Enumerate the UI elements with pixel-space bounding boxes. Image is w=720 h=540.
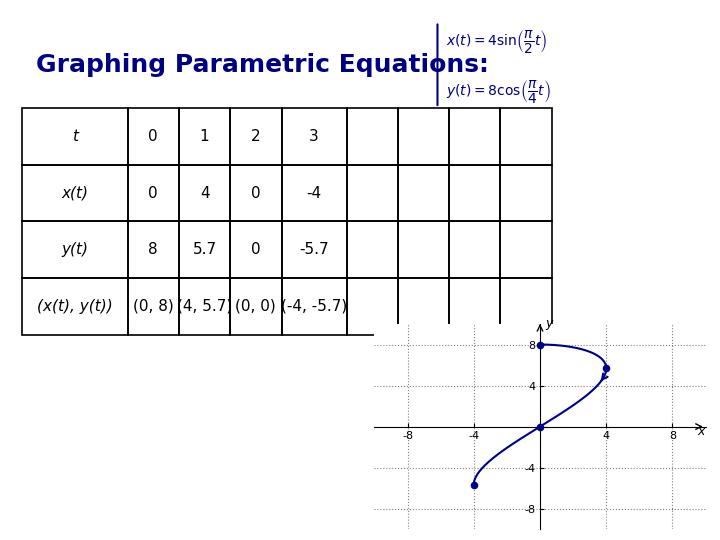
Bar bbox=[500, 221, 552, 278]
Text: $x(t) = 4\sin\!\left(\dfrac{\pi}{2}t\right)$: $x(t) = 4\sin\!\left(\dfrac{\pi}{2}t\rig… bbox=[446, 28, 547, 55]
Bar bbox=[397, 278, 449, 335]
Bar bbox=[397, 165, 449, 221]
Text: (-4, -5.7): (-4, -5.7) bbox=[281, 299, 347, 314]
Text: 0: 0 bbox=[251, 186, 261, 200]
Text: (0, 0): (0, 0) bbox=[235, 299, 276, 314]
Bar bbox=[449, 165, 500, 221]
Bar bbox=[179, 165, 230, 221]
Text: x(t): x(t) bbox=[61, 186, 88, 200]
Bar bbox=[346, 108, 397, 165]
Text: 0: 0 bbox=[148, 129, 158, 144]
Point bbox=[600, 364, 612, 373]
Text: -5.7: -5.7 bbox=[300, 242, 329, 257]
Bar bbox=[449, 108, 500, 165]
Bar bbox=[22, 108, 127, 165]
Bar bbox=[179, 108, 230, 165]
Text: 0: 0 bbox=[148, 186, 158, 200]
Bar bbox=[346, 221, 397, 278]
Bar bbox=[127, 108, 179, 165]
Bar bbox=[230, 165, 282, 221]
Text: x: x bbox=[697, 425, 705, 438]
Bar bbox=[230, 278, 282, 335]
Text: 1: 1 bbox=[199, 129, 210, 144]
Bar bbox=[179, 221, 230, 278]
Point bbox=[468, 481, 480, 489]
Text: t: t bbox=[71, 129, 78, 144]
Text: Graphing Parametric Equations:: Graphing Parametric Equations: bbox=[36, 53, 489, 77]
Bar bbox=[346, 278, 397, 335]
Bar bbox=[397, 221, 449, 278]
Bar bbox=[127, 221, 179, 278]
Bar bbox=[346, 165, 397, 221]
Text: 4: 4 bbox=[199, 186, 210, 200]
Text: 3: 3 bbox=[309, 129, 319, 144]
Bar bbox=[282, 165, 346, 221]
Bar bbox=[127, 165, 179, 221]
Bar bbox=[230, 108, 282, 165]
Text: $y(t) = 8\cos\!\left(\dfrac{\pi}{4}t\right)$: $y(t) = 8\cos\!\left(\dfrac{\pi}{4}t\rig… bbox=[446, 78, 550, 105]
Text: (x(t), y(t)): (x(t), y(t)) bbox=[37, 299, 112, 314]
Text: y: y bbox=[545, 317, 552, 330]
Bar bbox=[449, 221, 500, 278]
Bar bbox=[22, 221, 127, 278]
Text: -4: -4 bbox=[307, 186, 322, 200]
Bar bbox=[22, 165, 127, 221]
Bar bbox=[397, 108, 449, 165]
Bar bbox=[282, 108, 346, 165]
Bar bbox=[500, 165, 552, 221]
Text: 8: 8 bbox=[148, 242, 158, 257]
Text: y(t): y(t) bbox=[61, 242, 88, 257]
Text: (4, 5.7): (4, 5.7) bbox=[177, 299, 232, 314]
Bar bbox=[127, 278, 179, 335]
Point bbox=[534, 340, 546, 349]
Bar bbox=[500, 278, 552, 335]
Text: 5.7: 5.7 bbox=[192, 242, 217, 257]
Text: (0, 8): (0, 8) bbox=[133, 299, 174, 314]
Bar bbox=[22, 278, 127, 335]
Bar bbox=[179, 278, 230, 335]
Bar bbox=[282, 221, 346, 278]
Text: 0: 0 bbox=[251, 242, 261, 257]
Text: 2: 2 bbox=[251, 129, 261, 144]
Point bbox=[534, 422, 546, 431]
Bar bbox=[230, 221, 282, 278]
Bar bbox=[282, 278, 346, 335]
Bar bbox=[449, 278, 500, 335]
Bar bbox=[500, 108, 552, 165]
